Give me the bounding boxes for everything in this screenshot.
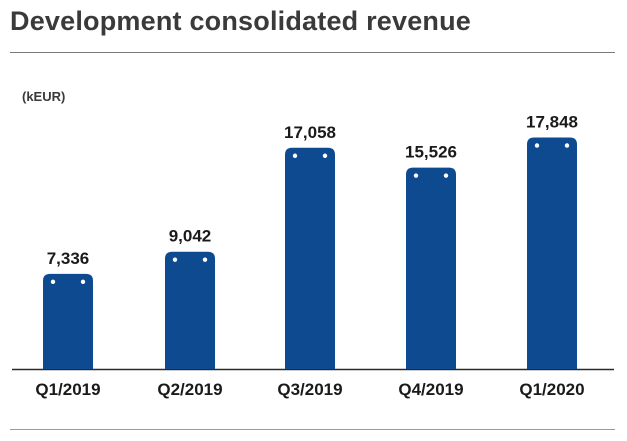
category-label: Q1/2020 (519, 380, 584, 399)
category-label: Q1/2019 (35, 380, 100, 399)
title-divider (10, 52, 615, 53)
bar-dot-right (80, 279, 86, 285)
value-label: 7,336 (47, 249, 90, 268)
value-label: 9,042 (169, 227, 212, 246)
bar-q1-2020 (527, 137, 577, 369)
category-label: Q4/2019 (398, 380, 463, 399)
bar-q3-2019 (285, 147, 335, 369)
bar-dot-right (443, 173, 449, 178)
value-label: 17,058 (284, 123, 336, 142)
bar-dot-right (322, 153, 328, 158)
unit-label: (kEUR) (22, 89, 66, 104)
bottom-divider (10, 429, 615, 430)
bar-q2-2019 (165, 251, 215, 369)
bar-dot-left (413, 173, 419, 178)
category-label: Q2/2019 (157, 380, 222, 399)
bar-dot-right (202, 257, 208, 262)
value-label: 17,848 (526, 113, 578, 132)
category-label: Q3/2019 (277, 380, 342, 399)
bar-dot-left (50, 279, 56, 285)
bar-dot-right (564, 143, 570, 148)
bar-dot-left (172, 257, 178, 262)
bar-q4-2019 (406, 167, 456, 369)
chart-title: Development consolidated revenue (10, 6, 472, 36)
bar-q1-2019 (43, 273, 93, 369)
value-label: 15,526 (405, 143, 457, 162)
bar-dot-left (292, 153, 298, 158)
bar-dot-left (534, 143, 540, 148)
